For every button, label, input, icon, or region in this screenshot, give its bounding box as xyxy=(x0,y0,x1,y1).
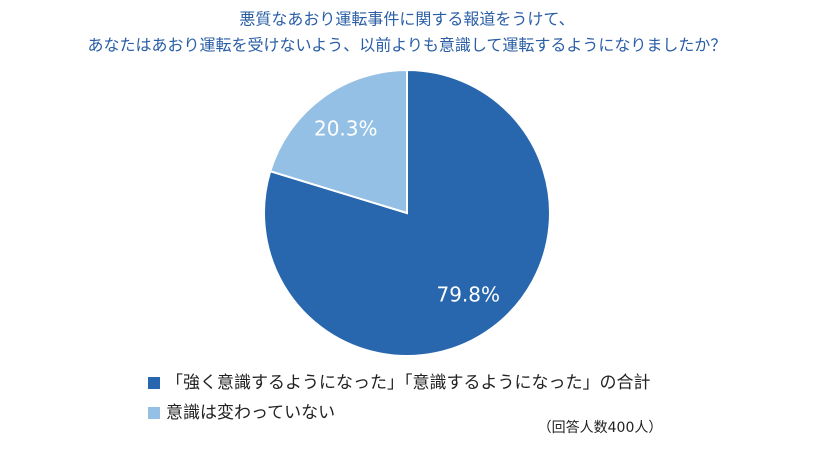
pie-slice xyxy=(268,68,408,215)
legend-label: 意識は変わっていない xyxy=(166,403,335,423)
legend-swatch xyxy=(148,377,160,389)
legend-swatch xyxy=(148,407,160,419)
value-label: 20.3% xyxy=(314,117,378,141)
chart-title: あなたはあおり運転を受けないよう、以前よりも意識して運転するようになりましたか？ xyxy=(88,36,727,55)
annotation: （回答人数400人） xyxy=(538,419,663,436)
value-label: 79.8% xyxy=(436,282,500,306)
chart-title: 悪質なあおり運転事件に関する報道をうけて、 xyxy=(239,10,574,29)
legend-label: 「強く意識するようになった」「意識するようになった」の合計 xyxy=(166,373,651,393)
